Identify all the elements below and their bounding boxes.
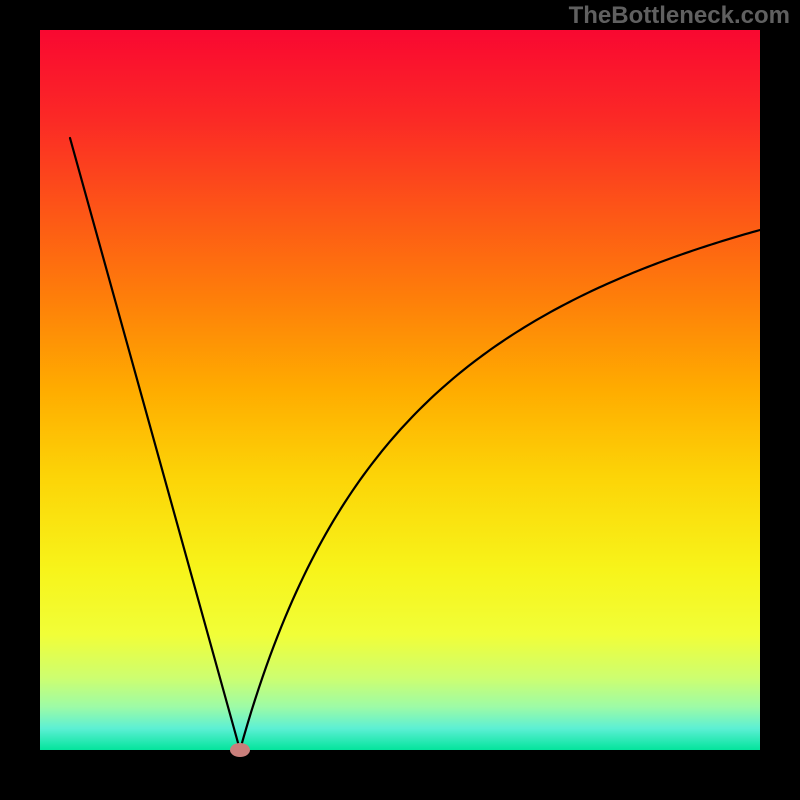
bottleneck-chart [0, 0, 800, 800]
watermark-text: TheBottleneck.com [569, 2, 790, 30]
chart-container: TheBottleneck.com [0, 0, 800, 800]
plot-background [40, 30, 760, 750]
minimum-marker [230, 743, 250, 757]
